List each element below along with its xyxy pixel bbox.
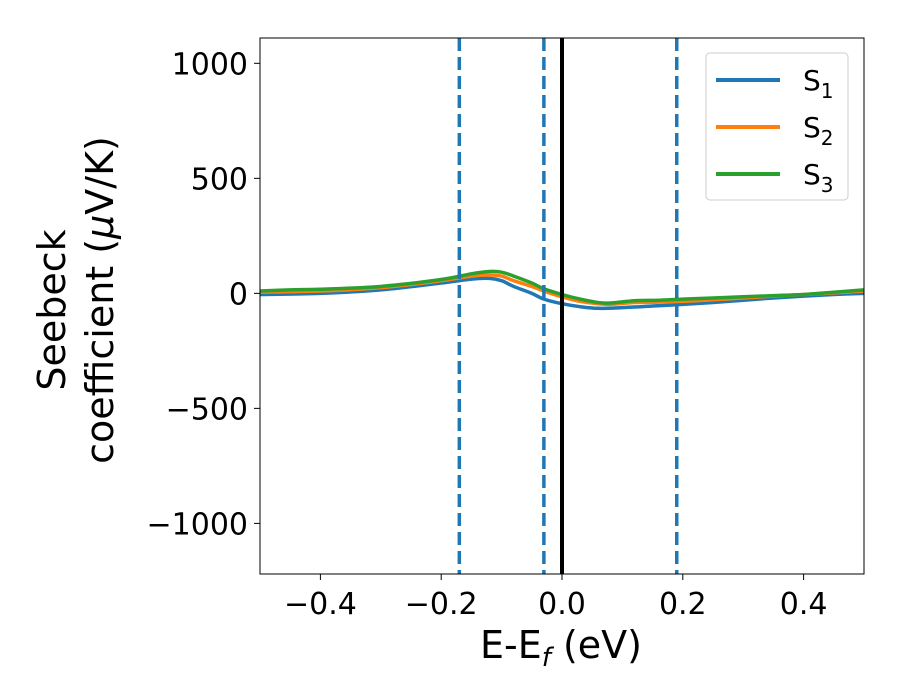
y-axis-label-mu: μ: [78, 215, 122, 240]
x-axis-label-unit: (eV): [551, 623, 642, 667]
y-tick-label: −500: [166, 392, 248, 427]
plot-lines: [260, 269, 864, 311]
series-line-s3: [260, 269, 864, 305]
legend-label-s1: S1: [803, 64, 834, 103]
x-tick-label: −0.2: [405, 587, 478, 622]
x-tick-label: 0.2: [659, 587, 707, 622]
y-tick-label: 500: [191, 162, 248, 197]
y-tick-label: −1000: [147, 507, 248, 542]
legend-label-s2: S2: [803, 111, 834, 150]
x-axis-ticks: −0.4 −0.2 0.0 0.2 0.4: [284, 574, 827, 622]
y-tick-label: 0: [229, 277, 248, 312]
series-line-s1: [260, 276, 864, 311]
legend-label-s3: S3: [803, 158, 834, 197]
legend: S1 S2 S3: [705, 52, 849, 201]
y-axis-label-line2-end: V/K): [78, 136, 122, 215]
y-tick-label: 1000: [172, 47, 248, 82]
y-axis-label-line1: Seebeck: [30, 229, 74, 390]
y-axis-label-line2-start: coefficient (: [78, 239, 122, 464]
y-axis-ticks: 1000 500 0 −500 −1000: [147, 47, 260, 542]
x-axis-label: E-Ef (eV): [480, 623, 642, 673]
x-tick-label: −0.4: [284, 587, 357, 622]
x-tick-label: 0.0: [538, 587, 586, 622]
x-axis-label-main: E-E: [480, 623, 542, 667]
vertical-lines: [457, 38, 679, 574]
x-tick-label: 0.4: [780, 587, 828, 622]
y-axis-label-line2: coefficient (μV/K): [78, 136, 122, 464]
